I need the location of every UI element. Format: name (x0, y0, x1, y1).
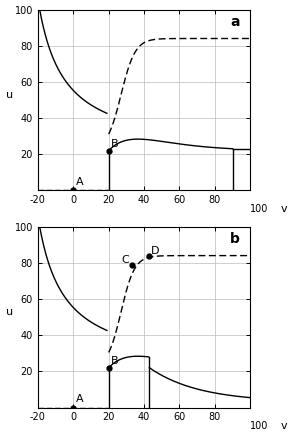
Y-axis label: u: u (6, 307, 13, 317)
Y-axis label: u: u (6, 90, 13, 100)
Text: 100: 100 (250, 421, 269, 431)
Text: C: C (121, 255, 129, 265)
Text: b: b (230, 232, 240, 246)
Text: a: a (230, 15, 240, 29)
Text: D: D (151, 246, 160, 256)
Text: A: A (76, 394, 84, 404)
Text: 100: 100 (250, 205, 269, 214)
Text: A: A (76, 177, 84, 187)
Text: v: v (281, 205, 287, 214)
Text: v: v (281, 421, 287, 431)
Text: B: B (110, 356, 118, 366)
Text: B: B (110, 139, 118, 149)
